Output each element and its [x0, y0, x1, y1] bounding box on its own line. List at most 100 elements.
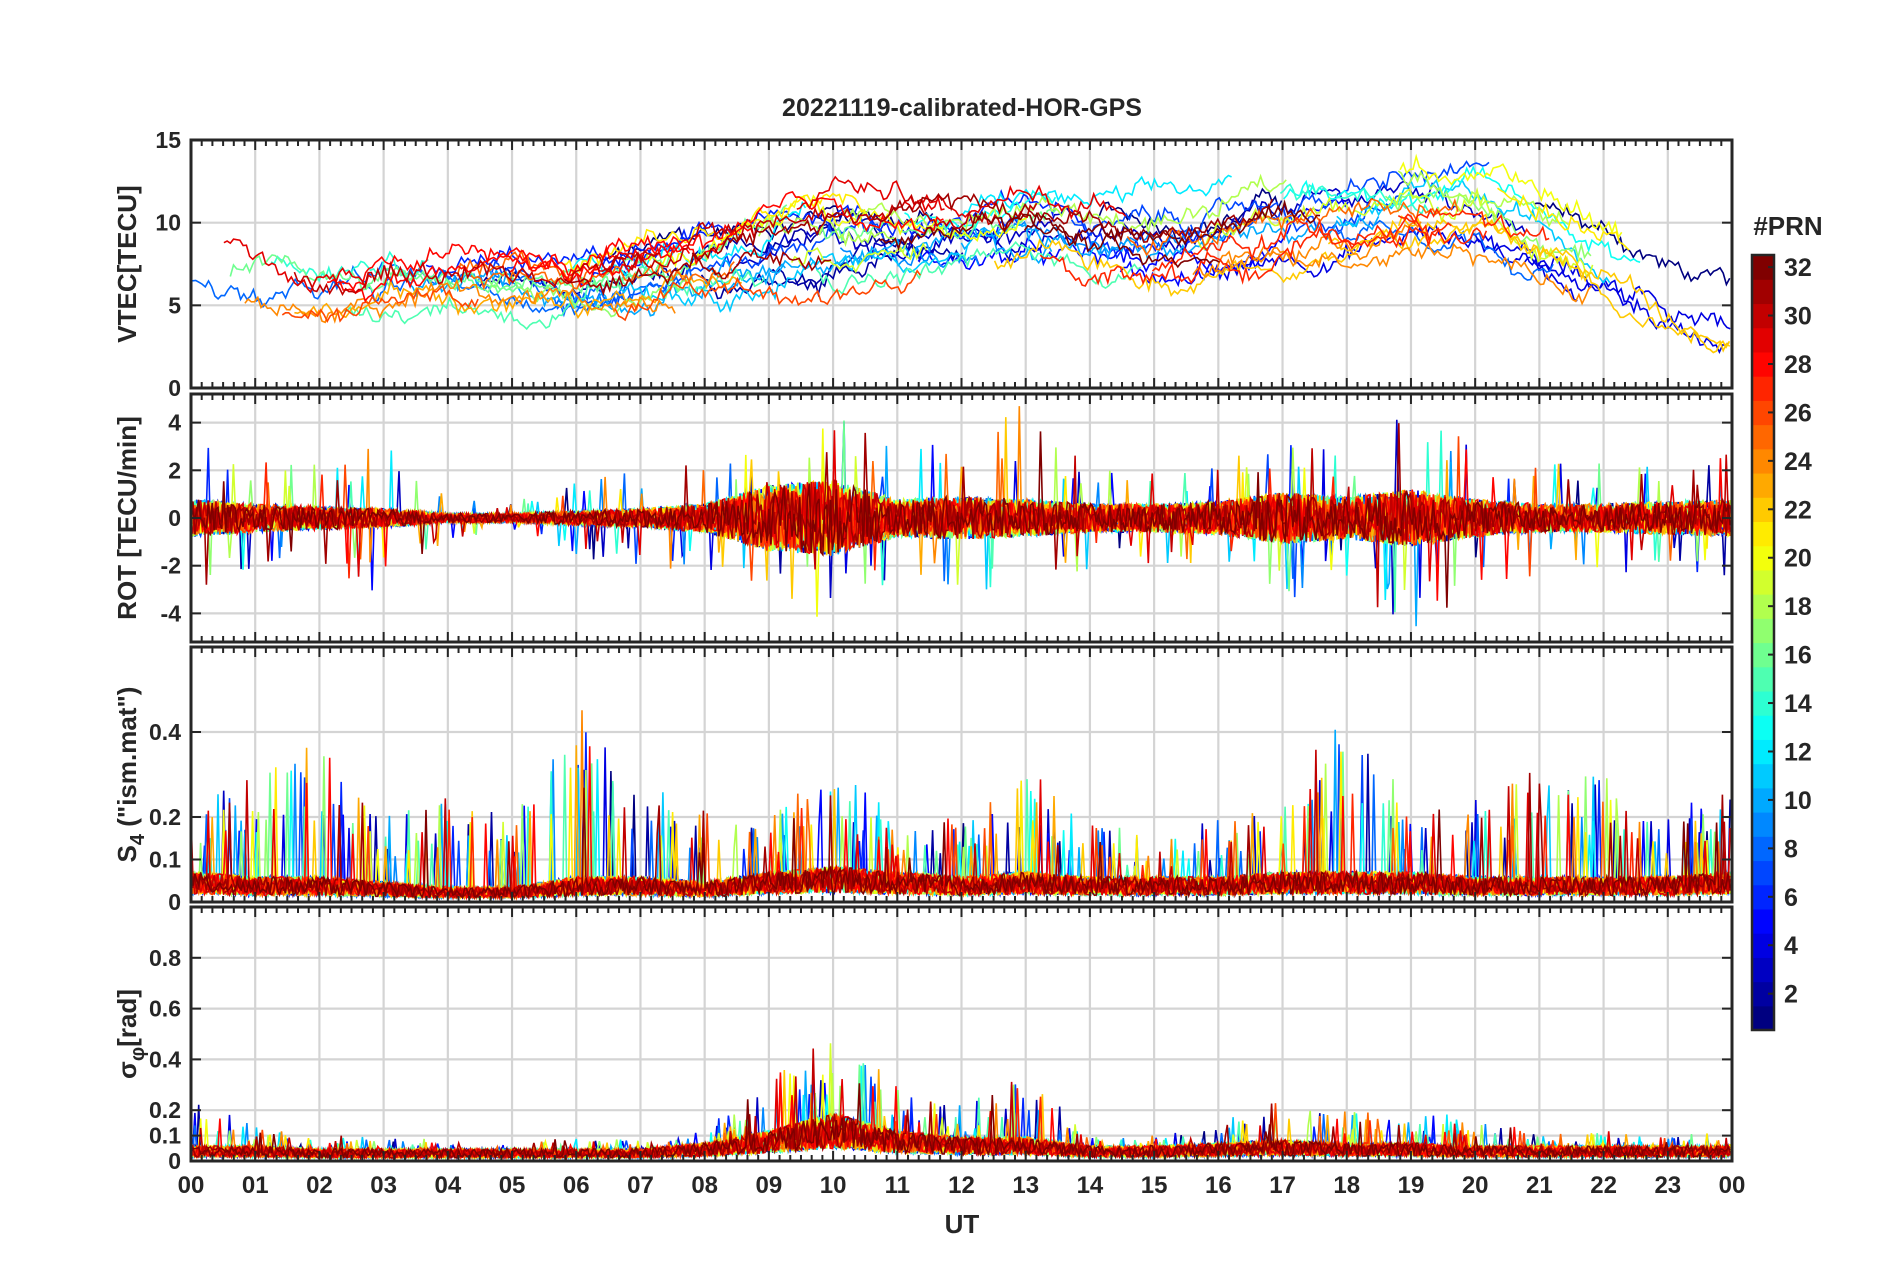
- colorbar-band: [1752, 787, 1774, 813]
- colorbar-band: [1752, 400, 1774, 426]
- y-tick-label: -2: [161, 553, 181, 579]
- series-line-prn-32: [191, 431, 1731, 608]
- series-line-prn-22: [1397, 215, 1731, 354]
- series-line-prn-29: [909, 184, 1127, 221]
- series-line-prn-30: [596, 193, 1038, 273]
- x-tick-label: 05: [499, 1172, 526, 1199]
- x-tick-label: 00: [178, 1172, 205, 1199]
- x-tick-label: 16: [1205, 1172, 1232, 1199]
- colorbar-band: [1752, 303, 1774, 329]
- series-line-prn-13: [1283, 165, 1641, 263]
- series-line-prn-31: [867, 192, 1274, 243]
- colorbar-band: [1752, 618, 1774, 644]
- colorbar-tick-label: 22: [1784, 496, 1812, 524]
- series-line-prn-32: [1023, 199, 1321, 247]
- series-line-prn-2: [700, 249, 902, 300]
- colorbar-band: [1752, 521, 1774, 547]
- series-line-prn-21: [1497, 187, 1630, 251]
- series-line-prn-26: [281, 284, 479, 324]
- x-tick-label: 03: [370, 1172, 397, 1199]
- y-tick-label: 4: [168, 410, 181, 436]
- y-tick-label: 0: [168, 505, 181, 531]
- series-line-prn-18: [842, 173, 1287, 236]
- x-tick-label: 00: [1719, 1172, 1746, 1199]
- x-tick-label: 13: [1012, 1172, 1039, 1199]
- series-line-prn-4: [1524, 256, 1731, 331]
- series-line-prn-19: [1197, 187, 1594, 277]
- series-line-prn-27: [1397, 207, 1550, 241]
- series-line-prn-32: [879, 210, 1220, 269]
- x-axis-label: UT: [945, 1209, 980, 1239]
- y-tick-label: 0.2: [149, 1097, 181, 1123]
- colorbar-band: [1752, 739, 1774, 765]
- series-line-prn-24: [1215, 242, 1593, 306]
- colorbar-tick-label: 8: [1784, 835, 1798, 863]
- colorbar-tick-label: 14: [1784, 690, 1812, 718]
- y-tick-label: 0: [168, 889, 181, 915]
- series-line-prn-26: [614, 269, 922, 322]
- colorbar-band: [1752, 908, 1774, 934]
- y-axis-label-s4: S4 ("ism.mat"): [112, 687, 149, 863]
- colorbar-band: [1752, 351, 1774, 377]
- y-tick-label: 0.1: [149, 1123, 181, 1149]
- colorbar-tick-label: 32: [1784, 254, 1812, 282]
- colorbar-tick-label: 24: [1784, 448, 1812, 476]
- colorbar-tick-label: 16: [1784, 642, 1812, 670]
- colorbar-band: [1752, 763, 1774, 789]
- series-line-prn-17: [1384, 187, 1592, 260]
- series-line-prn-31: [691, 211, 840, 262]
- series-line-prn-27: [1151, 216, 1488, 272]
- colorbar-band: [1752, 497, 1774, 523]
- y-axis-label-rot: ROT [TECU/min]: [112, 416, 142, 620]
- x-tick-label: 09: [756, 1172, 783, 1199]
- colorbar-tick-label: 6: [1784, 884, 1798, 912]
- series-line-prn-30: [293, 249, 661, 296]
- y-tick-label: 2: [168, 457, 181, 483]
- series-line-prn-14: [1279, 183, 1439, 216]
- colorbar-band: [1752, 690, 1774, 716]
- colorbar-band: [1752, 860, 1774, 886]
- y-tick-label: 0: [168, 375, 181, 401]
- colorbar-tick-label: 10: [1784, 787, 1812, 815]
- colorbar-band: [1752, 884, 1774, 910]
- series-group-vtec: [192, 153, 1731, 355]
- colorbar-band: [1752, 472, 1774, 498]
- series-line-prn-10: [960, 215, 1380, 261]
- x-tick-label: 15: [1141, 1172, 1168, 1199]
- y-axis-label-vtec: VTEC[TECU]: [112, 185, 142, 342]
- colorbar-tick-label: 26: [1784, 399, 1812, 427]
- colorbar-tick-label: 28: [1784, 351, 1812, 379]
- series-line-prn-18: [1397, 170, 1569, 228]
- colorbar-band: [1752, 327, 1774, 353]
- x-tick-label: 02: [306, 1172, 333, 1199]
- series-layer: [191, 153, 1731, 1161]
- x-tick-label: 04: [434, 1172, 461, 1199]
- axes-layer: [189, 138, 1734, 1163]
- colorbar-tick-label: 20: [1784, 545, 1812, 573]
- colorbar-frame: [1750, 253, 1776, 1032]
- series-line-prn-32: [191, 787, 1731, 901]
- colorbar-band: [1752, 1005, 1774, 1031]
- y-axis-label-sigma_phi: σφ[rad]: [112, 989, 149, 1079]
- series-line-prn-27: [1039, 216, 1452, 287]
- x-tick-label: 19: [1398, 1172, 1425, 1199]
- series-line-prn-11: [1336, 177, 1611, 285]
- x-tick-label: 01: [242, 1172, 269, 1199]
- x-tick-label: 23: [1654, 1172, 1681, 1199]
- colorbar-band: [1752, 545, 1774, 571]
- colorbar-tick-label: 18: [1784, 593, 1812, 621]
- figure-title: 20221119-calibrated-HOR-GPS: [782, 94, 1142, 122]
- colorbar-label: #PRN: [1753, 211, 1822, 241]
- colorbar-band: [1752, 812, 1774, 837]
- series-line-prn-4: [1472, 233, 1730, 355]
- x-tick-label: 18: [1333, 1172, 1360, 1199]
- colorbar-band: [1752, 933, 1774, 958]
- colorbar-band: [1752, 666, 1774, 692]
- series-line-prn-15: [816, 240, 1142, 296]
- y-tick-label: -4: [161, 600, 182, 626]
- colorbar-band: [1752, 279, 1774, 305]
- x-tick-label: 12: [948, 1172, 975, 1199]
- series-line-prn-1: [1097, 187, 1283, 247]
- text-layer: 20221119-calibrated-HOR-GPS UT #PRN 05 10…: [112, 94, 1823, 1239]
- x-tick-label: 17: [1269, 1172, 1296, 1199]
